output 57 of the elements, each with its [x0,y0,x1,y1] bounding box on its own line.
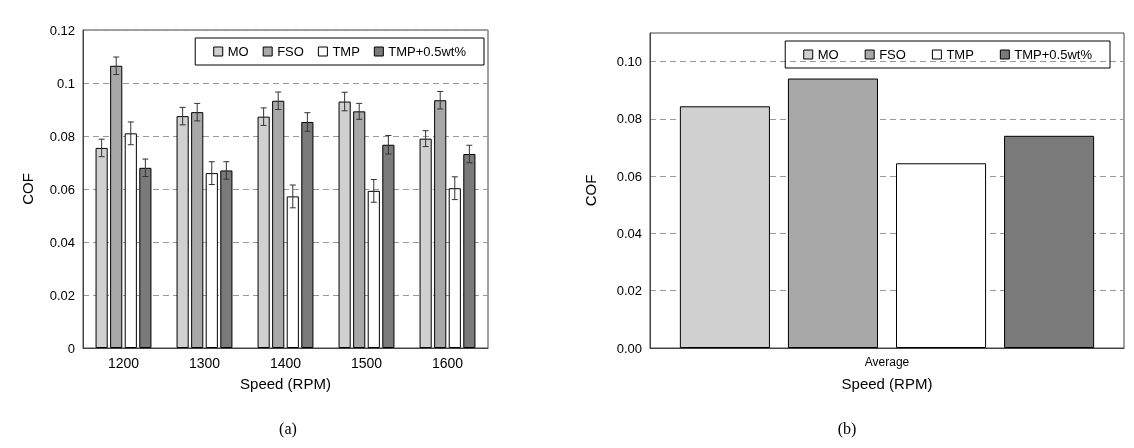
bar [286,196,299,348]
x-tick-label: 1400 [269,355,302,371]
bar [272,100,285,348]
bar [448,188,461,348]
y-tick-label: 0.04 [49,234,75,250]
x-tick-label: 1600 [431,355,464,371]
y-tick-label: 0.08 [49,128,75,144]
bar [220,170,233,348]
legend-label: FSO [879,47,906,62]
x-tick-label: 1200 [107,355,140,371]
bar [353,111,366,348]
bar [124,133,137,348]
x-axis-title: Speed (RPM) [841,375,933,392]
x-tick-label: Average [864,355,910,369]
y-tick-label: 0.04 [616,225,642,241]
bar [679,106,770,348]
legend-label: TMP [946,47,974,62]
y-tick-label: 0.00 [616,340,642,356]
legend-label: TMP+0.5wt% [388,44,467,59]
bar [95,147,108,348]
y-tick-label: 0 [67,340,75,356]
bar [1004,135,1095,348]
legend-label: MO [227,44,249,59]
y-tick-label: 0.06 [49,181,75,197]
bar [110,65,123,348]
x-axis-title: Speed (RPM) [240,375,331,392]
text: (a) [279,419,297,438]
bar [301,121,314,348]
y-axis-title: COF [19,173,36,205]
y-tick-label: 0.02 [49,287,75,303]
y-tick-label: 0.02 [616,283,642,299]
bar [191,112,204,348]
bar [139,167,152,348]
legend-label: TMP+0.5wt% [1014,47,1093,62]
y-tick-label: 0.06 [616,168,642,184]
bar [205,173,218,348]
bar [434,100,447,348]
bar [367,190,380,348]
bar [338,101,351,348]
bar [257,116,270,348]
legend-label: MO [817,47,839,62]
y-tick-label: 0.08 [616,111,642,127]
y-tick-label: 0.1 [56,75,75,91]
y-axis-title: COF [582,174,599,207]
bar [787,78,878,348]
legend-label: TMP [332,44,360,59]
bar [896,163,987,348]
bar [382,144,395,348]
legend-label: FSO [277,44,304,59]
bar [463,154,476,348]
y-tick-label: 0.12 [49,22,75,38]
x-tick-label: 1500 [350,355,383,371]
bar [419,138,432,348]
text: (b) [837,419,857,438]
x-tick-label: 1300 [188,355,221,371]
bar [176,116,189,348]
y-tick-label: 0.10 [616,54,642,70]
